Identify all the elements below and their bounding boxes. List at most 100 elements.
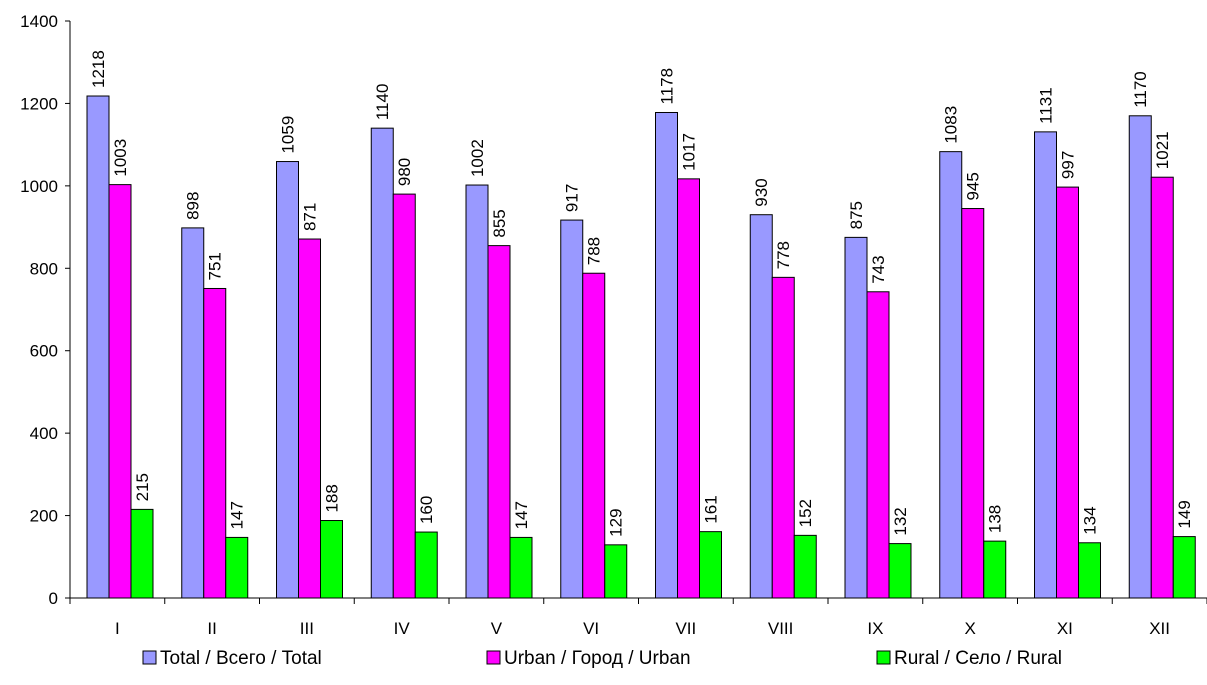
data-label: 147	[228, 501, 247, 529]
data-labels: 1218 898 1059 1140 1002 917 1178 930 875 1083 1131…	[89, 50, 1194, 537]
bar-series-1	[866, 291, 890, 599]
x-tick-label: I	[115, 619, 120, 638]
bar-series-0	[844, 236, 868, 599]
data-label: 1178	[658, 68, 677, 105]
data-label: 1170	[1131, 71, 1150, 108]
x-tick-label: III	[300, 619, 314, 638]
x-tick-label: XII	[1149, 619, 1170, 638]
bar-series-2	[888, 543, 912, 599]
data-label: 138	[986, 505, 1005, 533]
y-tick-label: 1200	[20, 94, 58, 113]
data-label: 147	[512, 501, 531, 529]
data-label: 1083	[942, 106, 961, 144]
bar-series-0	[939, 151, 963, 599]
data-label: 1131	[1037, 87, 1056, 124]
x-tick-label: XI	[1057, 619, 1073, 638]
bar-series-0	[560, 219, 584, 599]
y-tick-label: 600	[30, 342, 58, 361]
y-tick-label: 800	[30, 259, 58, 278]
legend: Total / Всего / Total Urban / Город / Urb…	[142, 648, 1062, 669]
y-tick-label: 400	[30, 424, 58, 443]
bar-series-2	[320, 520, 343, 599]
data-label: 788	[585, 237, 604, 265]
data-label: 1002	[468, 139, 487, 177]
data-label: 149	[1175, 500, 1194, 528]
data-label: 751	[206, 252, 225, 280]
bar-series-1	[582, 272, 606, 599]
data-label: 132	[891, 507, 910, 535]
data-label: 188	[323, 484, 342, 512]
bar-series-0	[1128, 115, 1152, 599]
data-label: 134	[1081, 506, 1100, 534]
legend-label: Total / Всего / Total	[160, 648, 322, 669]
bar-series-1	[961, 208, 985, 599]
bar-series-1	[1150, 176, 1174, 599]
x-tick-label: IV	[394, 619, 411, 638]
data-label: 161	[702, 495, 721, 523]
data-label: 930	[752, 178, 771, 206]
data-label: 129	[607, 508, 626, 536]
bar-series-2	[604, 544, 628, 599]
bar-series-0	[1034, 131, 1057, 599]
bar-series-2	[414, 531, 438, 599]
data-label: 855	[490, 209, 509, 237]
data-label: 1140	[373, 84, 392, 121]
bars	[86, 95, 1196, 599]
data-label: 152	[796, 499, 815, 527]
bar-series-2	[130, 508, 154, 599]
legend-label: Urban / Город / Urban	[504, 648, 691, 669]
bar-series-2	[793, 534, 817, 599]
bar-series-2	[1172, 536, 1196, 599]
bar-series-2	[983, 540, 1007, 599]
y-tick-label: 1400	[20, 12, 58, 31]
bar-series-0	[655, 111, 678, 599]
bar-series-1	[392, 193, 416, 599]
bar-series-1	[298, 238, 321, 599]
data-label: 997	[1059, 151, 1078, 179]
legend-label: Rural / Село / Rural	[894, 648, 1062, 669]
x-tick-label: VII	[675, 619, 696, 638]
bar-series-0	[370, 127, 394, 599]
bar-series-0	[181, 227, 205, 599]
bar-series-1	[771, 276, 795, 599]
x-tick-label: IX	[867, 619, 883, 638]
data-label: 875	[847, 201, 866, 229]
y-tick-label: 0	[49, 589, 58, 608]
bar-series-0	[749, 214, 773, 599]
data-label: 215	[133, 473, 152, 501]
bar-series-2	[225, 536, 249, 599]
x-tick-label: X	[964, 619, 975, 638]
bar-series-0	[465, 184, 489, 599]
data-label: 945	[964, 172, 983, 200]
x-tick-label: V	[491, 619, 503, 638]
legend-swatch	[142, 650, 157, 665]
data-label: 1003	[111, 139, 130, 177]
bar-series-1	[677, 178, 700, 599]
data-label: 160	[417, 496, 436, 524]
data-label: 980	[395, 158, 414, 186]
bar-series-2	[509, 536, 533, 599]
x-tick-label: VI	[583, 619, 599, 638]
y-tick-label: 1000	[20, 177, 58, 196]
data-label: 1218	[89, 50, 108, 88]
data-label: 917	[563, 184, 582, 212]
y-tick-label: 200	[30, 507, 58, 526]
data-label: 1021	[1153, 131, 1172, 169]
x-tick-label: VIII	[768, 619, 794, 638]
x-tick-label: II	[207, 619, 216, 638]
bar-series-0	[86, 95, 110, 599]
data-label: 778	[774, 241, 793, 269]
data-label: 898	[184, 192, 203, 220]
data-label: 743	[869, 255, 888, 283]
bar-series-1	[487, 245, 511, 599]
legend-swatch	[486, 650, 501, 665]
bar-series-1	[203, 287, 227, 599]
data-label: 1059	[279, 116, 298, 154]
legend-swatch	[876, 650, 891, 665]
bar-series-1	[108, 184, 132, 599]
bar-series-1	[1056, 186, 1079, 599]
data-label: 1017	[680, 133, 699, 171]
